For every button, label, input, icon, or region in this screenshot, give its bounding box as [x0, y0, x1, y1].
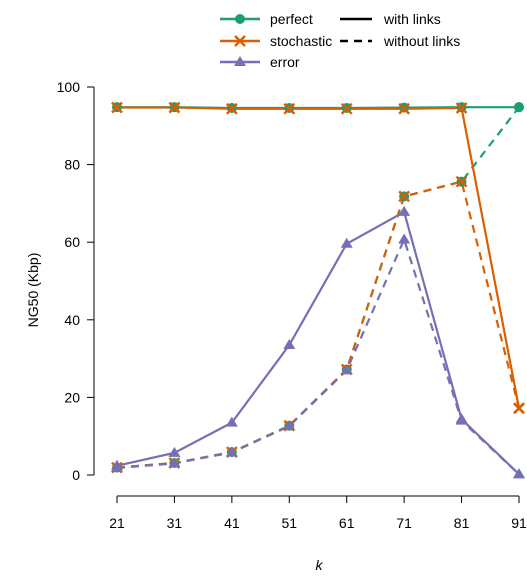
data-point-stochastic-without-links: [398, 190, 411, 203]
plot-area: [111, 101, 525, 479]
data-point-error-without-links: [283, 420, 296, 431]
y-tick-label: 20: [64, 389, 80, 405]
data-point-error-with-links: [455, 413, 468, 424]
legend-entry-perfect: perfect: [220, 11, 313, 27]
y-tick-label: 0: [72, 467, 80, 483]
axes: 0 20 40 60 80 100 21 31 41 51 61 71 81 91: [57, 79, 527, 531]
data-point-stochastic-with-links: [340, 102, 353, 115]
series-line-stochastic-without-links: [116, 180, 521, 469]
legend-entry-stochastic: stochastic: [220, 33, 332, 49]
data-point-stochastic-without-links: [455, 175, 468, 188]
data-point-error-with-links: [340, 237, 353, 248]
series-line-perfect-without-links: [116, 106, 520, 469]
x-axis-title: k: [316, 557, 324, 573]
data-point-stochastic-with-links: [168, 101, 181, 114]
data-point-stochastic-with-links: [225, 102, 238, 115]
x-tick-label: 81: [454, 515, 470, 531]
x-tick-label: 21: [109, 515, 125, 531]
y-axis-title: NG50 (Kbp): [25, 253, 41, 328]
y-tick-label: 80: [64, 157, 80, 173]
data-point-error-without-links: [225, 446, 238, 457]
data-point-stochastic-with-links: [398, 102, 411, 115]
x-tick-label: 31: [167, 515, 183, 531]
data-point-error-without-links: [398, 233, 411, 244]
data-point-error-with-links: [225, 416, 238, 427]
data-point-error-without-links: [168, 457, 181, 468]
legend-label-perfect: perfect: [270, 11, 313, 27]
x-tick-label: 51: [281, 515, 297, 531]
data-point-error-with-links: [111, 459, 123, 470]
data-point-stochastic-with-links: [111, 101, 123, 114]
data-point-perfect-with-links: [514, 102, 524, 113]
legend: perfect stochastic error with links with…: [220, 11, 460, 70]
data-point-stochastic-with-links: [455, 102, 468, 114]
x-tick-label: 91: [511, 515, 527, 531]
legend-entry-error: error: [220, 54, 300, 70]
legend-label-error: error: [270, 54, 300, 70]
data-point-error-without-links: [340, 364, 353, 375]
y-tick-label: 60: [64, 234, 80, 250]
legend-entry-without-links: without links: [340, 33, 460, 49]
data-point-error-with-links: [168, 446, 181, 457]
legend-marker-circle: [235, 14, 245, 24]
legend-entry-with-links: with links: [340, 11, 441, 27]
x-tick-label: 41: [224, 515, 240, 531]
series-line-stochastic-with-links: [117, 106, 521, 409]
x-tick-label: 61: [339, 515, 355, 531]
series-line-error-without-links: [116, 236, 520, 476]
legend-label-without-links: without links: [383, 33, 460, 49]
data-point-error-with-links: [513, 468, 525, 479]
y-tick-label: 100: [57, 79, 81, 95]
y-tick-label: 40: [64, 312, 80, 328]
x-tick-label: 71: [396, 515, 412, 531]
data-point-stochastic-with-links: [513, 402, 525, 415]
data-point-stochastic-with-links: [283, 102, 296, 115]
legend-label-with-links: with links: [383, 11, 441, 27]
legend-label-stochastic: stochastic: [270, 33, 332, 49]
data-point-error-with-links: [398, 205, 411, 216]
data-point-error-with-links: [283, 339, 296, 350]
series-line-error-with-links: [116, 210, 520, 476]
legend-marker-x: [234, 35, 246, 47]
legend-marker-triangle: [234, 56, 246, 66]
